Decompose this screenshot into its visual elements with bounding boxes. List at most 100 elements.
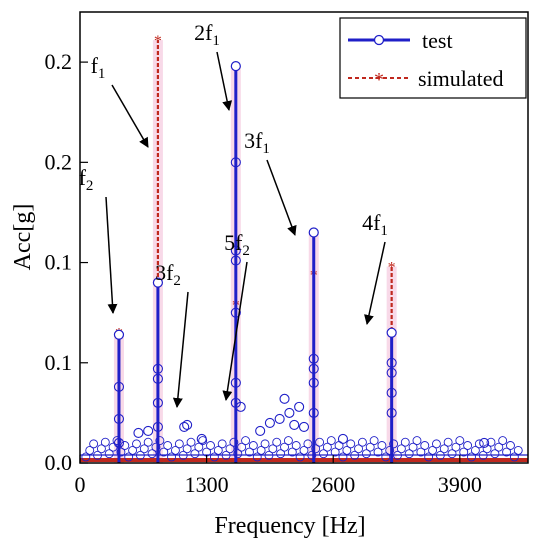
- test-point: [113, 413, 125, 424]
- data-points: [81, 61, 523, 462]
- test-floor-point: [451, 442, 461, 452]
- test-floor-point: [416, 447, 426, 457]
- test-point: [152, 373, 163, 384]
- plot-frame: [79, 11, 529, 464]
- test-point: [264, 417, 275, 428]
- test-floor-point: [291, 441, 301, 450]
- test-floor-point: [502, 447, 512, 457]
- test-floor-point: [104, 449, 114, 459]
- test-floor-point: [135, 450, 145, 460]
- test-floor-point: [276, 449, 286, 459]
- test-peak-point: [308, 227, 319, 238]
- test-floor-point: [330, 447, 340, 457]
- test-floor-point: [252, 452, 262, 462]
- y-axis-label: Acc[g]: [10, 204, 36, 271]
- test-floor-point: [260, 439, 270, 449]
- test-floor-point: [116, 447, 126, 457]
- test-floor-point: [400, 437, 410, 447]
- y-tick-label: 0.1: [45, 250, 73, 275]
- x-axis-label: Frequency [Hz]: [214, 513, 365, 539]
- peak-annotation-arrow: [222, 261, 248, 401]
- test-floor-point: [311, 444, 321, 454]
- test-floor-point: [459, 447, 469, 457]
- test-floor-point: [494, 442, 504, 452]
- peak-annotation-arrow: [111, 84, 149, 148]
- test-point: [284, 407, 295, 418]
- y-axis-ticks: 0.0 0.1 0.1 0.2 0.2: [45, 49, 88, 475]
- test-floor-point: [498, 436, 508, 446]
- test-floor-point: [428, 445, 438, 455]
- test-floor-point: [420, 441, 430, 450]
- test-floor-point: [385, 445, 395, 455]
- peak-annotation-arrow: [266, 159, 297, 236]
- test-floor-point: [424, 452, 434, 462]
- test-floor-point: [174, 439, 184, 449]
- peak-annotation-arrow: [216, 51, 233, 111]
- test-floor-point: [432, 439, 441, 449]
- test-floor-point: [463, 441, 473, 450]
- test-point: [386, 357, 397, 368]
- peak-annotation-label: f2: [79, 165, 94, 194]
- test-point: [479, 437, 490, 449]
- test-floor-point: [213, 445, 223, 455]
- test-floor-point: [89, 439, 99, 449]
- test-floor-point: [225, 444, 235, 454]
- test-floor-point: [365, 442, 375, 452]
- test-floor-point: [206, 441, 215, 450]
- legend-box: [339, 17, 527, 99]
- test-floor-point: [151, 442, 161, 452]
- test-peak-point: [230, 61, 241, 72]
- peak-annotation-label: 4f1: [362, 210, 388, 239]
- test-floor-point: [96, 444, 106, 454]
- test-point: [279, 393, 290, 404]
- test-floor-point: [396, 444, 406, 454]
- test-floor-point: [155, 436, 165, 446]
- test-floor-point: [435, 450, 445, 460]
- x-tick-label: 3900: [438, 472, 482, 497]
- test-floor-point: [190, 449, 200, 459]
- test-floor-point: [167, 452, 176, 462]
- y-tick-label: 0.2: [45, 149, 73, 174]
- test-point: [113, 381, 125, 392]
- test-point: [386, 387, 397, 398]
- test-floor-point: [303, 439, 313, 449]
- test-point: [230, 245, 241, 256]
- test-floor-point: [147, 449, 157, 459]
- test-floor-point: [346, 439, 356, 449]
- test-floor-point: [100, 437, 110, 447]
- test-floor-point: [248, 441, 258, 450]
- test-floor-point: [381, 452, 391, 462]
- test-floor-point: [509, 452, 519, 462]
- test-floor-point: [132, 439, 141, 449]
- x-axis-ticks: 0 1300 2600 3900: [75, 455, 482, 497]
- test-floor-point: [280, 442, 289, 452]
- test-floor-point: [389, 439, 399, 449]
- test-point: [294, 401, 305, 412]
- test-floor-point: [163, 441, 173, 450]
- test-floor-point: [357, 437, 367, 447]
- peak-annotation-label: 2f1: [194, 20, 220, 49]
- test-point: [152, 421, 163, 432]
- test-point: [308, 353, 319, 364]
- test-floor-point: [287, 447, 297, 457]
- test-floor-point: [307, 450, 317, 460]
- test-point: [182, 419, 193, 430]
- test-point: [152, 397, 163, 408]
- peak-highlights: [113, 40, 397, 464]
- x-tick-label: 0: [75, 472, 86, 497]
- test-floor-point: [186, 437, 196, 447]
- test-point: [235, 401, 246, 412]
- simulated-peak-marker: *: [388, 260, 396, 277]
- test-floor-point: [85, 445, 95, 455]
- test-point: [179, 421, 190, 432]
- test-floor-point: [241, 436, 251, 446]
- legend-test-label: test: [422, 28, 453, 53]
- test-point: [230, 307, 241, 318]
- test-floor-point: [513, 445, 523, 455]
- test-floor-point: [182, 444, 192, 454]
- test-point: [230, 157, 241, 168]
- test-floor-point: [373, 447, 383, 457]
- peak-annotation-arrow: [364, 241, 386, 325]
- test-floor-point: [393, 450, 402, 460]
- test-floor-point: [467, 452, 476, 462]
